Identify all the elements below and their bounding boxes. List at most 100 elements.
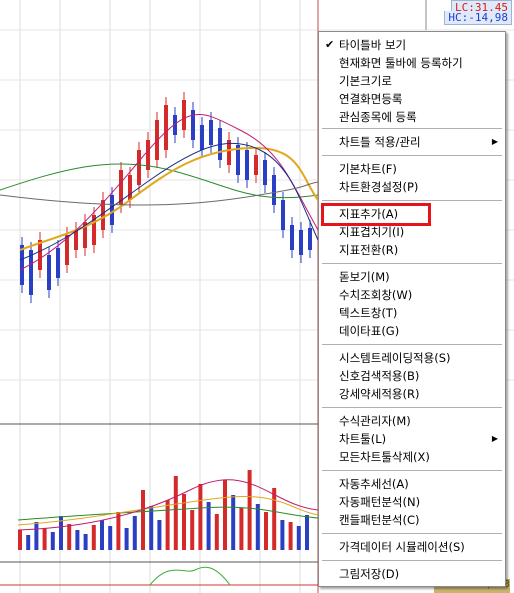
candle-body <box>29 250 33 295</box>
menu-item-4[interactable]: 연결화면등록 <box>320 90 504 108</box>
candle-body <box>83 222 87 248</box>
menu-item-label: 지표전환(R) <box>339 243 399 257</box>
menu-item-24[interactable]: 캔들패턴분석(C) <box>320 511 504 529</box>
menu-item-label: 연결화면등록 <box>339 92 403 106</box>
menu-item-label: 수치조회창(W) <box>339 288 413 302</box>
menu-item-label: 지표겹치기(I) <box>339 225 405 239</box>
candle-body <box>245 150 249 180</box>
menu-item-17[interactable]: 신호검색적용(B) <box>320 367 504 385</box>
volume-bar <box>280 520 285 550</box>
hc-value-label: HC:-14,98 <box>444 11 512 25</box>
volume-bar <box>18 530 22 550</box>
candle-body <box>20 245 24 285</box>
volume-bar <box>272 488 277 550</box>
menu-item-25[interactable]: 가격데이터 시뮬레이션(S) <box>320 538 504 556</box>
menu-item-label: 차트툴(L) <box>339 432 387 446</box>
menu-separator <box>322 200 502 202</box>
menu-item-5[interactable]: 관심종목에 등록 <box>320 108 504 126</box>
menu-item-18[interactable]: 강세약세적용(R) <box>320 385 504 403</box>
menu-item-23[interactable]: 자동패턴분석(N) <box>320 493 504 511</box>
volume-bar <box>296 526 301 550</box>
candle-body <box>56 248 60 278</box>
menu-item-6[interactable]: 차트틀 적용/관리 ▶ <box>320 133 504 151</box>
volume-bar <box>116 512 121 550</box>
volume-bar <box>34 522 39 550</box>
volume-ma-line <box>17 496 319 526</box>
menu-item-label: 캔들패턴분석(C) <box>339 513 420 527</box>
candle-body <box>38 240 42 270</box>
candle-body <box>173 115 177 135</box>
moving-average-line <box>19 142 319 261</box>
volume-bar <box>206 502 211 550</box>
candle-body <box>281 200 285 230</box>
candle-body <box>137 150 141 185</box>
menu-item-label: 차트틀 적용/관리 <box>339 135 421 149</box>
volume-bar <box>264 512 268 550</box>
menu-item-8[interactable]: 차트환경설정(P) <box>320 178 504 196</box>
menu-item-label: 그림저장(D) <box>339 567 400 581</box>
menu-item-label: 텍스트창(T) <box>339 306 398 320</box>
volume-bar <box>190 510 195 550</box>
menu-item-label: 돋보기(M) <box>339 270 390 284</box>
menu-item-label: 기본크기로 <box>339 74 392 88</box>
menu-item-label: 현재화면 툴바에 등록하기 <box>339 56 463 70</box>
menu-separator <box>322 470 502 472</box>
menu-item-21[interactable]: 모든차트툴삭제(X) <box>320 448 504 466</box>
menu-item-label: 관심종목에 등록 <box>339 110 417 124</box>
menu-item-3[interactable]: 기본크기로 <box>320 72 504 90</box>
menu-item-label: 타이틀바 보기 <box>339 38 407 52</box>
volume-bar <box>141 490 145 550</box>
candle-body <box>191 110 195 140</box>
candle-body <box>47 255 51 290</box>
candle-body <box>119 170 123 205</box>
menu-item-7[interactable]: 기본차트(F) <box>320 160 504 178</box>
menu-item-label: 지표추가(A) <box>339 207 399 221</box>
menu-item-12[interactable]: 돋보기(M) <box>320 268 504 286</box>
menu-item-2[interactable]: 현재화면 툴바에 등록하기 <box>320 54 504 72</box>
menu-item-20[interactable]: 차트툴(L) ▶ <box>320 430 504 448</box>
menu-item-22[interactable]: 자동추세선(A) <box>320 475 504 493</box>
volume-ma-line <box>17 506 319 521</box>
volume-bar <box>132 516 137 550</box>
volume-bar <box>50 532 55 550</box>
volume-bar <box>165 500 170 550</box>
menu-item-26[interactable]: 그림저장(D) <box>320 565 504 583</box>
menu-item-9[interactable]: 지표추가(A) <box>320 205 504 223</box>
volume-bar <box>100 520 104 550</box>
submenu-arrow-icon: ▶ <box>491 137 498 146</box>
menu-item-label: 강세약세적용(R) <box>339 387 420 401</box>
candle-body <box>110 195 114 225</box>
volume-bar <box>173 476 178 550</box>
menu-separator <box>322 155 502 157</box>
menu-item-label: 자동패턴분석(N) <box>339 495 421 509</box>
menu-item-14[interactable]: 텍스트창(T) <box>320 304 504 322</box>
volume-bar <box>75 530 80 550</box>
candle-body <box>209 120 213 145</box>
highlight-box <box>321 203 431 226</box>
candle-body <box>164 105 168 150</box>
volume-bar <box>247 470 252 550</box>
menu-separator <box>322 263 502 265</box>
candle-body <box>146 140 150 170</box>
candle-body <box>227 140 231 165</box>
menu-item-11[interactable]: 지표전환(R) <box>320 241 504 259</box>
volume-bar <box>223 480 227 550</box>
menu-item-10[interactable]: 지표겹치기(I) <box>320 223 504 241</box>
candle-body <box>182 100 186 130</box>
menu-separator <box>322 407 502 409</box>
menu-item-label: 모든차트툴삭제(X) <box>339 450 430 464</box>
volume-bar <box>67 524 72 550</box>
candle-body <box>65 235 69 265</box>
menu-item-13[interactable]: 수치조회창(W) <box>320 286 504 304</box>
volume-bar <box>83 534 88 550</box>
volume-bar <box>26 535 31 550</box>
menu-separator <box>322 128 502 130</box>
oscillator-line <box>149 566 231 586</box>
volume-bar <box>182 494 186 550</box>
menu-item-16[interactable]: 시스템트레이딩적용(S) <box>320 349 504 367</box>
menu-item-15[interactable]: 데이타표(G) <box>320 322 504 340</box>
menu-item-1[interactable]: ✔ 타이틀바 보기 <box>320 36 504 54</box>
menu-item-19[interactable]: 수식관리자(M) <box>320 412 504 430</box>
menu-item-label: 시스템트레이딩적용(S) <box>339 351 451 365</box>
